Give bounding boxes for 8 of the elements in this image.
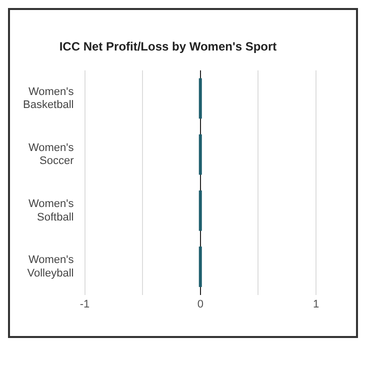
y-tick-label: Women's Basketball bbox=[22, 86, 74, 112]
y-tick-label: Women's Soccer bbox=[28, 142, 74, 168]
x-tick-label: 0 bbox=[197, 298, 204, 310]
y-tick-label: Women's Volleyball bbox=[27, 254, 74, 280]
y-tick-label: Women's Softball bbox=[28, 198, 74, 224]
x-tick-label: 1 bbox=[312, 298, 320, 310]
x-tick-label: -1 bbox=[80, 298, 90, 310]
chart-title: ICC Net Profit/Loss by Women's Sport bbox=[59, 40, 277, 54]
